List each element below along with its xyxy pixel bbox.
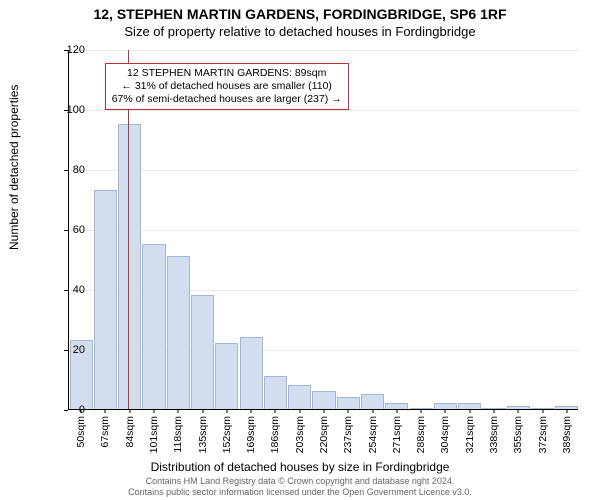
xtick-label: 288sqm — [415, 416, 427, 453]
xtick-label: 304sqm — [439, 416, 451, 453]
xtick-mark — [348, 409, 349, 413]
bar — [288, 385, 311, 409]
xtick-mark — [154, 409, 155, 413]
xtick-mark — [299, 409, 300, 413]
ytick-mark — [64, 50, 68, 51]
x-axis-label: Distribution of detached houses by size … — [0, 460, 600, 474]
xtick-label: 118sqm — [172, 416, 184, 453]
ytick-mark — [64, 350, 68, 351]
footer: Contains HM Land Registry data © Crown c… — [0, 476, 600, 498]
bar — [264, 376, 287, 409]
bar — [361, 394, 384, 409]
xtick-label: 254sqm — [367, 416, 379, 453]
bar — [337, 397, 360, 409]
gridline — [69, 170, 578, 171]
ytick-mark — [64, 290, 68, 291]
footer-line2: Contains public sector information licen… — [0, 487, 600, 498]
xtick-mark — [372, 409, 373, 413]
ytick-mark — [64, 170, 68, 171]
xtick-mark — [226, 409, 227, 413]
xtick-label: 135sqm — [197, 416, 209, 453]
xtick-label: 338sqm — [488, 416, 500, 453]
bar — [191, 295, 214, 409]
xtick-label: 169sqm — [245, 416, 257, 453]
xtick-mark — [445, 409, 446, 413]
chart-title-sub: Size of property relative to detached ho… — [0, 24, 600, 39]
ytick-mark — [64, 110, 68, 111]
chart-title-main: 12, STEPHEN MARTIN GARDENS, FORDINGBRIDG… — [0, 6, 600, 22]
xtick-label: 271sqm — [391, 416, 403, 453]
xtick-mark — [494, 409, 495, 413]
footer-line1: Contains HM Land Registry data © Crown c… — [0, 476, 600, 487]
xtick-label: 389sqm — [561, 416, 573, 453]
xtick-mark — [542, 409, 543, 413]
annotation-line2: ← 31% of detached houses are smaller (11… — [112, 80, 342, 93]
xtick-label: 101sqm — [148, 416, 160, 453]
xtick-mark — [396, 409, 397, 413]
bar — [118, 124, 141, 409]
xtick-mark — [275, 409, 276, 413]
xtick-label: 152sqm — [221, 416, 233, 453]
xtick-label: 321sqm — [464, 416, 476, 453]
xtick-label: 220sqm — [318, 416, 330, 453]
xtick-mark — [324, 409, 325, 413]
xtick-label: 67sqm — [99, 416, 111, 448]
bar — [167, 256, 190, 409]
xtick-mark — [105, 409, 106, 413]
xtick-label: 355sqm — [512, 416, 524, 453]
ytick-mark — [64, 230, 68, 231]
xtick-label: 84sqm — [124, 416, 136, 448]
ytick-mark — [64, 410, 68, 411]
gridline — [69, 50, 578, 51]
bar — [240, 337, 263, 409]
xtick-mark — [129, 409, 130, 413]
chart-container: 12, STEPHEN MARTIN GARDENS, FORDINGBRIDG… — [0, 0, 600, 500]
xtick-mark — [178, 409, 179, 413]
xtick-label: 186sqm — [269, 416, 281, 453]
plot-area: 12 STEPHEN MARTIN GARDENS: 89sqm ← 31% o… — [68, 50, 578, 410]
bar — [142, 244, 165, 409]
xtick-label: 237sqm — [342, 416, 354, 453]
xtick-label: 50sqm — [75, 416, 87, 448]
bar — [215, 343, 238, 409]
annotation-line1: 12 STEPHEN MARTIN GARDENS: 89sqm — [112, 67, 342, 80]
xtick-mark — [566, 409, 567, 413]
bar — [94, 190, 117, 409]
y-axis-label: Number of detached properties — [7, 85, 21, 250]
xtick-mark — [518, 409, 519, 413]
annotation-line3: 67% of semi-detached houses are larger (… — [112, 93, 342, 106]
gridline — [69, 230, 578, 231]
gridline — [69, 110, 578, 111]
xtick-mark — [469, 409, 470, 413]
bar — [312, 391, 335, 409]
xtick-mark — [421, 409, 422, 413]
xtick-mark — [202, 409, 203, 413]
annotation-box: 12 STEPHEN MARTIN GARDENS: 89sqm ← 31% o… — [105, 63, 349, 110]
xtick-label: 203sqm — [294, 416, 306, 453]
xtick-label: 372sqm — [537, 416, 549, 453]
xtick-mark — [251, 409, 252, 413]
